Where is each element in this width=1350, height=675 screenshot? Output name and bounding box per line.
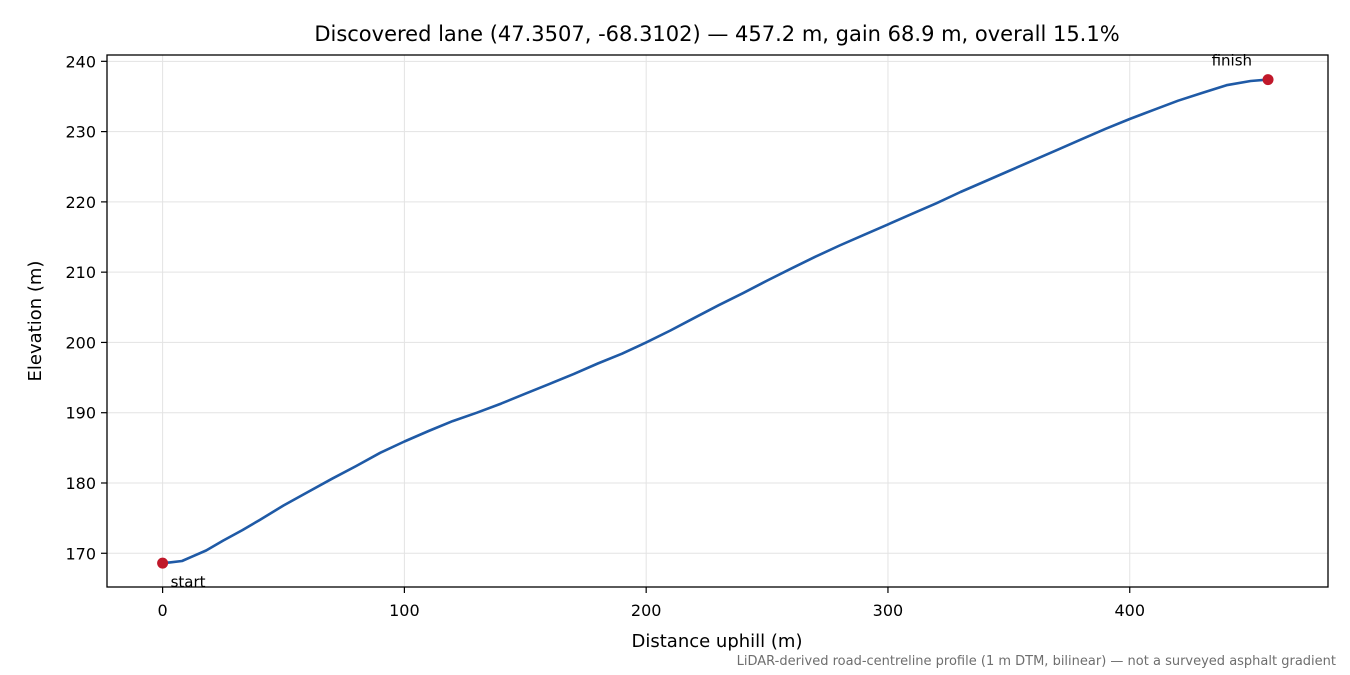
chart-title: Discovered lane (47.3507, -68.3102) — 45… [314, 22, 1119, 46]
x-axis-label: Distance uphill (m) [632, 631, 803, 652]
y-tick-label: 240 [65, 52, 96, 71]
chart-footnote: LiDAR-derived road-centreline profile (1… [737, 654, 1336, 669]
start-marker [157, 557, 169, 569]
x-tick-label: 100 [389, 601, 420, 620]
finish-marker [1262, 74, 1274, 86]
series-layer [161, 78, 1270, 565]
finish-label: finish [1212, 52, 1252, 70]
y-tick-label: 180 [65, 474, 96, 493]
y-axis-label: Elevation (m) [25, 261, 46, 382]
start-label: start [171, 573, 206, 591]
x-tick-label: 300 [873, 601, 904, 620]
grid-lines [107, 55, 1328, 587]
x-tick-label: 0 [158, 601, 168, 620]
y-tick-label: 170 [65, 544, 96, 563]
y-tick-label: 230 [65, 123, 96, 142]
elevation-series-line [161, 78, 1270, 565]
y-tick-label: 210 [65, 263, 96, 282]
axis-ticks: 0 100 200 300 400 170 180 190 200 210 220 230 240 [65, 52, 1145, 620]
x-tick-label: 200 [631, 601, 662, 620]
y-tick-label: 220 [65, 193, 96, 212]
x-tick-label: 400 [1114, 601, 1145, 620]
y-tick-label: 190 [65, 404, 96, 423]
plot-frame [106, 54, 1329, 588]
y-tick-label: 200 [65, 333, 96, 352]
